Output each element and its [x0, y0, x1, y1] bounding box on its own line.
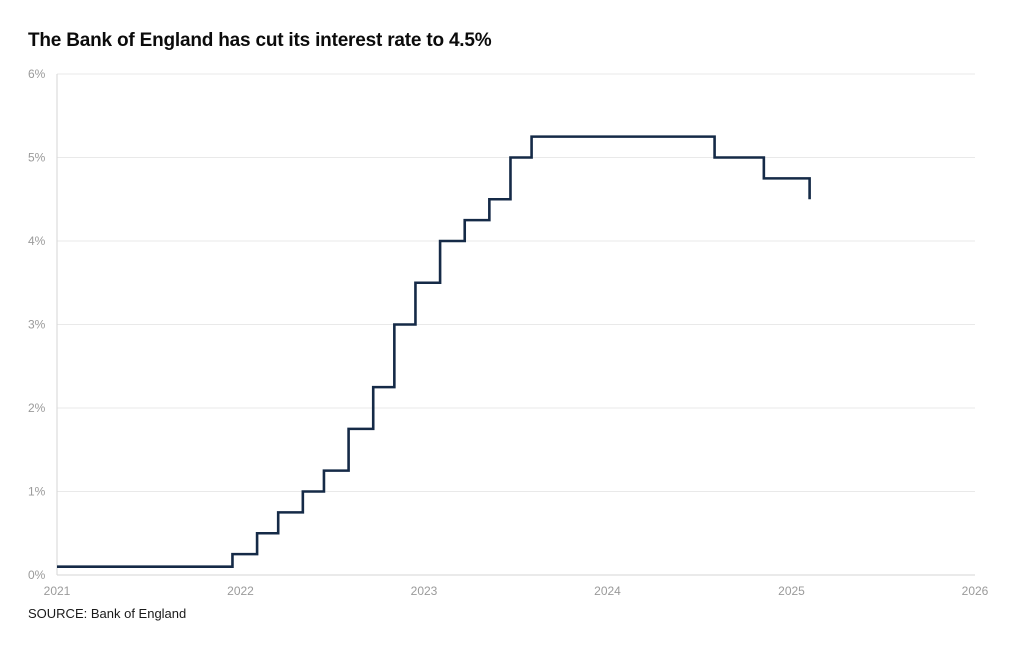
series-layer	[57, 135, 811, 568]
chart-title: The Bank of England has cut its interest…	[28, 30, 492, 51]
rate-step-line	[57, 135, 811, 568]
y-tick-label: 6%	[28, 67, 46, 81]
y-tick-label: 3%	[28, 318, 46, 332]
y-tick-label: 5%	[28, 151, 46, 165]
x-tick-label: 2026	[962, 584, 989, 598]
x-tick-label: 2025	[778, 584, 805, 598]
axis-layer: 0% 1% 2% 3% 4% 5% 6% 2021 2022 2023 2024 2025 2026	[28, 67, 989, 598]
x-tick-label: 2023	[411, 584, 438, 598]
source-note: SOURCE: Bank of England	[28, 606, 187, 621]
x-tick-label: 2021	[44, 584, 71, 598]
x-tick-label: 2024	[594, 584, 621, 598]
y-tick-label: 4%	[28, 234, 46, 248]
y-tick-label: 2%	[28, 401, 46, 415]
y-tick-label: 0%	[28, 568, 46, 582]
y-tick-label: 1%	[28, 485, 46, 499]
x-tick-label: 2022	[227, 584, 254, 598]
grid-layer	[57, 73, 975, 492]
